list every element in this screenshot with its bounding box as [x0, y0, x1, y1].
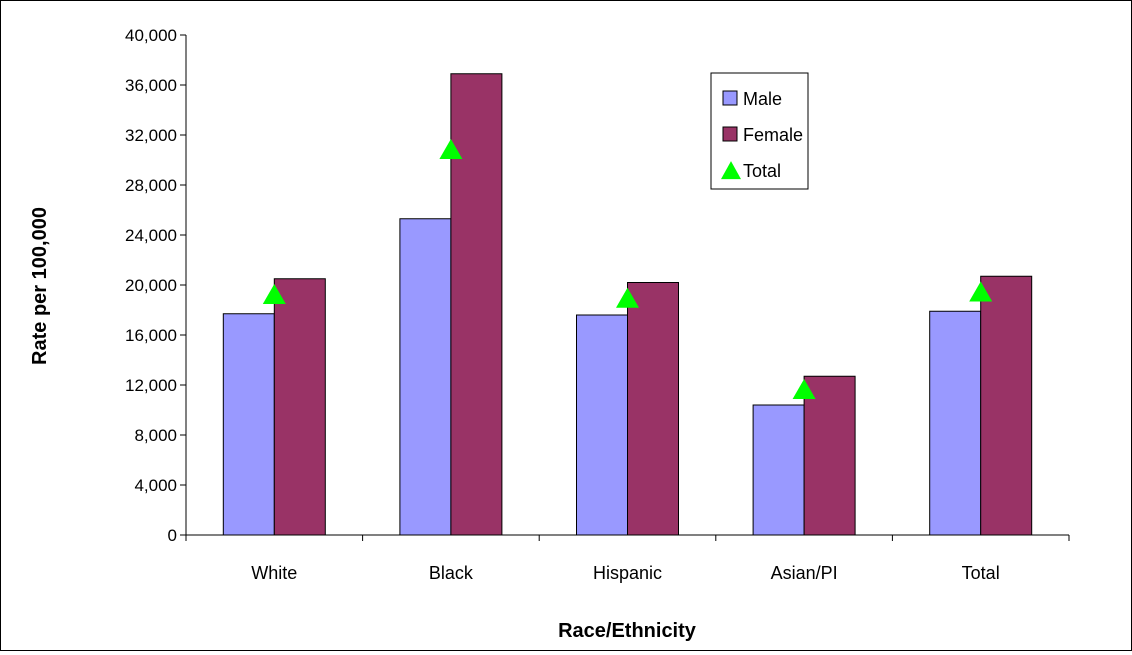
x-category-label: Asian/PI	[771, 563, 838, 583]
legend-swatch-male	[722, 90, 738, 106]
legend-label-total: Total	[743, 161, 781, 181]
bar-male-total	[929, 310, 982, 536]
legend-label-female: Female	[743, 125, 803, 145]
marker-total-total	[969, 281, 993, 302]
x-category-label: Hispanic	[593, 563, 662, 583]
y-tick-label: 0	[168, 526, 177, 545]
marker-total-asian-pi	[792, 379, 816, 399]
x-category-label: Black	[429, 563, 474, 583]
bar-female-hispanic	[627, 282, 679, 536]
y-tick-label: 4,000	[134, 476, 177, 495]
y-tick-label: 40,000	[125, 26, 177, 45]
y-tick-label: 24,000	[125, 226, 177, 245]
bar-male-hispanic	[576, 314, 628, 536]
y-tick-label: 20,000	[125, 276, 177, 295]
x-category-label: Total	[962, 563, 1000, 583]
bar-female-black	[450, 73, 503, 536]
marker-total-hispanic	[616, 287, 639, 308]
y-axis-ticks: 0 4,000 8,000 12,000 16,000 20,000 24,000 28,00…	[125, 26, 186, 545]
legend-swatch-total	[721, 161, 741, 180]
bar-male-white	[222, 313, 275, 536]
x-category-label: White	[251, 563, 297, 583]
y-tick-label: 8,000	[134, 426, 177, 445]
bar-female-asian-pi	[803, 375, 856, 536]
y-tick-label: 36,000	[125, 76, 177, 95]
legend-label-male: Male	[743, 89, 782, 109]
total-markers	[262, 139, 993, 399]
y-axis-title: Rate per 100,000	[29, 207, 51, 365]
y-tick-label: 16,000	[125, 326, 177, 345]
marker-total-black	[439, 139, 463, 159]
axes	[185, 35, 1069, 536]
bar-female-white	[273, 278, 326, 536]
legend-swatch-female	[722, 126, 738, 142]
y-tick-label: 28,000	[125, 176, 177, 195]
x-axis-title: Race/Ethnicity	[558, 620, 697, 642]
marker-total-white	[262, 284, 286, 304]
bar-female-total	[980, 275, 1033, 536]
bar-male-asian-pi	[752, 404, 805, 536]
y-tick-label: 12,000	[125, 376, 177, 395]
bar-male-black	[399, 218, 452, 536]
legend: Male Female Total	[710, 72, 809, 190]
bars	[222, 73, 1033, 536]
y-tick-label: 32,000	[125, 126, 177, 145]
x-axis-ticks: White Black Hispanic Asian/PI Total	[185, 535, 1070, 583]
